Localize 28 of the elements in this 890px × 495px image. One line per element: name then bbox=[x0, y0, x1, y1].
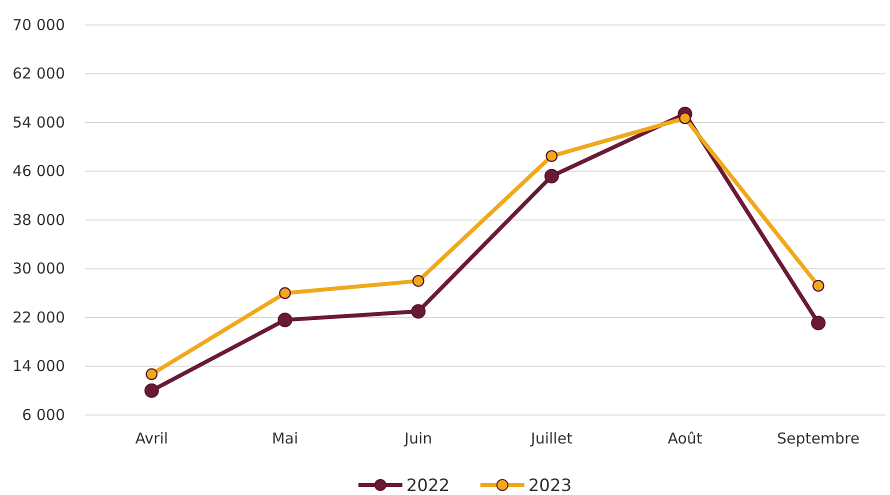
y-tick-label: 30 000 bbox=[12, 260, 65, 278]
y-tick-label: 6 000 bbox=[22, 406, 65, 424]
y-tick-label: 46 000 bbox=[12, 162, 65, 180]
x-tick-label: Septembre bbox=[777, 430, 860, 448]
point bbox=[544, 168, 559, 184]
point bbox=[146, 368, 158, 380]
point bbox=[811, 316, 826, 330]
point bbox=[679, 112, 691, 124]
point bbox=[411, 304, 426, 319]
y-tick-label: 38 000 bbox=[12, 210, 65, 229]
point bbox=[412, 274, 424, 287]
y-tick-label: 62 000 bbox=[12, 64, 65, 83]
legend-label: 2022 bbox=[406, 476, 450, 495]
x-tick-label: Avril bbox=[135, 430, 168, 448]
y-tick-label: 14 000 bbox=[12, 357, 65, 376]
point bbox=[812, 280, 824, 292]
x-tick-label: Juillet bbox=[530, 430, 573, 448]
x-tick-label: Août bbox=[668, 430, 702, 448]
y-tick-label: 70 000 bbox=[12, 16, 65, 34]
y-tick-label: 54 000 bbox=[12, 113, 65, 132]
point bbox=[279, 287, 291, 300]
x-tick-label: Mai bbox=[272, 430, 298, 448]
point bbox=[278, 312, 292, 328]
point bbox=[546, 150, 558, 162]
legend-label: 2023 bbox=[528, 476, 572, 495]
y-tick-label: 22 000 bbox=[12, 308, 65, 326]
x-tick-label: Juin bbox=[404, 430, 432, 448]
point bbox=[144, 383, 159, 398]
